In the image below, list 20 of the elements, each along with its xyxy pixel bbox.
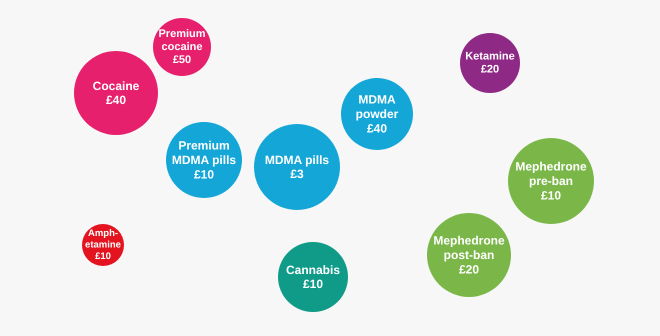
category-label: Ketamine [465, 50, 515, 62]
category-label: MDMA pills [264, 152, 330, 167]
category-label: Premium MDMA pills [172, 138, 236, 167]
data-label: £20 [458, 262, 480, 276]
category-label: Mephedrone post-ban [433, 234, 505, 262]
category-label: MDMA powder [356, 92, 399, 121]
data-label: £10 [95, 250, 111, 262]
data-label: £40 [366, 121, 388, 136]
category-label: Cocaine [92, 78, 140, 93]
category-label: Premium cocaine [158, 28, 206, 53]
data-label: £10 [540, 188, 562, 202]
category-label: Mephedrone pre-ban [515, 160, 587, 188]
category-label: Cannabis [286, 262, 340, 277]
data-label: £50 [172, 54, 192, 66]
data-label: £3 [290, 167, 304, 182]
data-label: £40 [106, 93, 126, 108]
data-label: £10 [194, 167, 214, 182]
data-label: £10 [302, 277, 324, 292]
category-label: Amph- etamine [85, 228, 121, 250]
data-label: £20 [480, 64, 500, 76]
